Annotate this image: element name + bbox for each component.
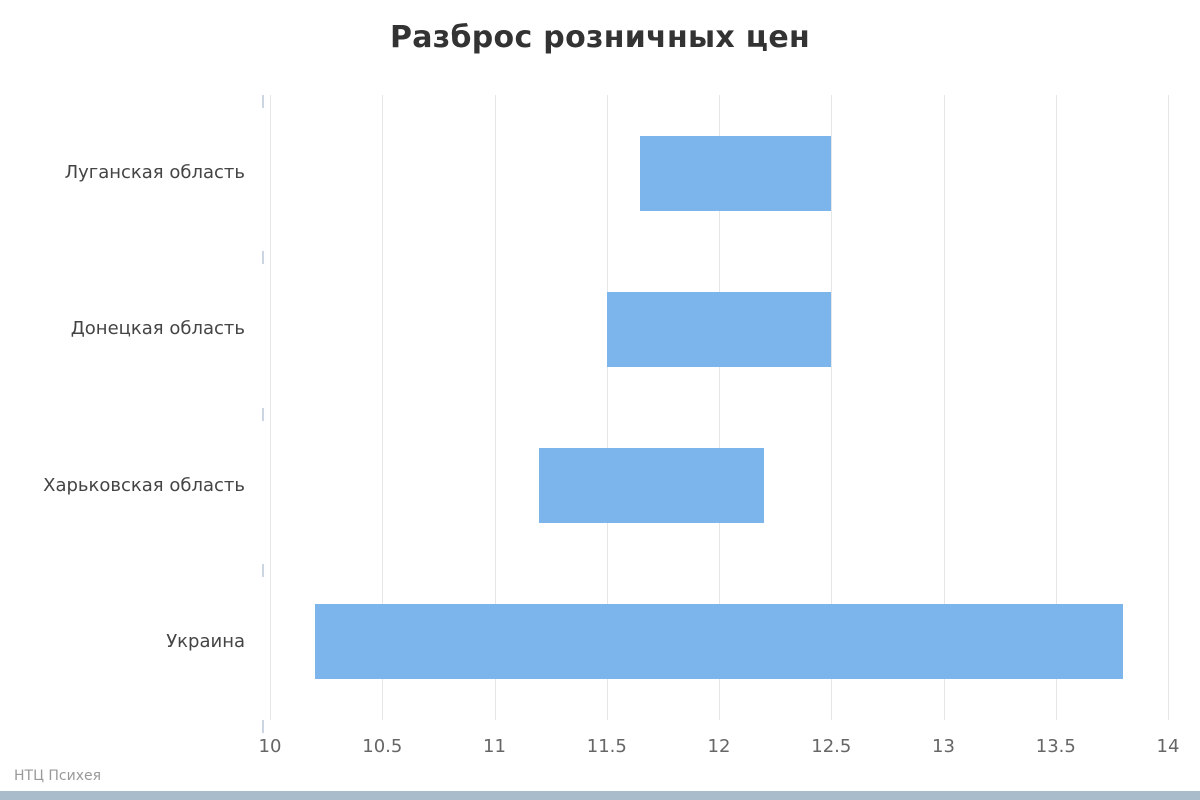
category-label: Харьковская область bbox=[43, 474, 245, 496]
range-bar-2[interactable] bbox=[606, 291, 832, 367]
x-axis-tick-label: 13.5 bbox=[1035, 736, 1076, 757]
x-axis-tick-label: 12 bbox=[707, 736, 731, 757]
category-axis-tick bbox=[262, 407, 264, 421]
x-axis-tick-label: 11.5 bbox=[586, 736, 627, 757]
category-axis-tick bbox=[262, 720, 264, 733]
gridline bbox=[943, 95, 945, 720]
range-bar-4[interactable] bbox=[314, 604, 1124, 680]
gridline bbox=[831, 95, 833, 720]
x-axis-tick-label: 14 bbox=[1156, 736, 1180, 757]
gridline bbox=[719, 95, 720, 720]
category-label: Украина bbox=[166, 630, 245, 652]
category-label: Донецкая область bbox=[70, 318, 245, 340]
gridline bbox=[1168, 95, 1169, 720]
bottom-strip bbox=[0, 791, 1200, 800]
category-axis-tick bbox=[262, 251, 264, 265]
category-axis-tick bbox=[262, 563, 264, 577]
x-axis-tick-label: 12.5 bbox=[811, 736, 852, 757]
range-bar-3[interactable] bbox=[539, 448, 764, 524]
gridline bbox=[382, 95, 384, 720]
gridline bbox=[606, 95, 608, 720]
gridline bbox=[494, 95, 496, 720]
x-axis-tick-label: 10.5 bbox=[362, 736, 403, 757]
range-bar-1[interactable] bbox=[640, 135, 832, 211]
gridline bbox=[1055, 95, 1057, 720]
chart-credit[interactable]: НТЦ Психея bbox=[14, 768, 102, 784]
gridline bbox=[270, 95, 271, 720]
plot-area bbox=[270, 95, 1169, 720]
x-axis-tick-label: 10 bbox=[258, 736, 282, 757]
category-label: Луганская область bbox=[64, 162, 245, 184]
x-axis-tick-label: 11 bbox=[483, 736, 506, 757]
category-axis-tick bbox=[262, 95, 264, 108]
x-axis-tick-label: 13 bbox=[932, 736, 955, 757]
chart-title: Разброс розничных цен bbox=[389, 20, 811, 55]
